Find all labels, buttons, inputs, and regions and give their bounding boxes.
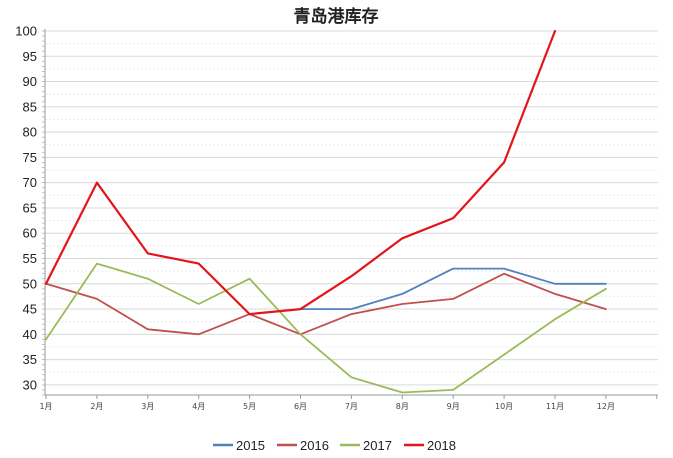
chart-title: 青岛港库存 (294, 6, 379, 27)
y-tick-label: 35 (23, 352, 37, 367)
series-lines (44, 29, 607, 394)
y-tick-label: 50 (23, 276, 37, 291)
x-tick-label: 4月 (192, 402, 205, 411)
x-tick-label: 8月 (396, 402, 409, 411)
x-tick-label: 9月 (447, 402, 460, 411)
y-tick-label: 90 (23, 74, 37, 89)
x-tick-label: 5月 (243, 402, 256, 411)
y-tick-label: 30 (23, 377, 37, 392)
series-line-2018 (44, 29, 557, 316)
x-tick-label: 1月 (39, 402, 52, 411)
x-tick-label: 3月 (141, 402, 154, 411)
series-line-2015 (299, 267, 607, 310)
x-tick-label: 2月 (90, 402, 103, 411)
y-tick-label: 65 (23, 200, 37, 215)
legend-label-2018: 2018 (427, 438, 456, 453)
y-axis-ticks: 30 35 40 45 50 55 60 65 70 75 80 85 90 95 100 (15, 24, 37, 393)
gridlines (45, 30, 658, 386)
y-tick-label: 40 (23, 327, 37, 342)
y-tick-label: 75 (23, 150, 37, 165)
legend-label-2017: 2017 (363, 438, 392, 453)
y-tick-label: 100 (15, 24, 37, 39)
y-tick-label: 95 (23, 49, 37, 64)
y-tick-label: 80 (23, 125, 37, 140)
y-tick-label: 60 (23, 226, 37, 241)
y-tick-label: 45 (23, 302, 37, 317)
y-tick-label: 85 (23, 99, 37, 114)
legend-label-2015: 2015 (236, 438, 265, 453)
axes (42, 29, 658, 399)
x-axis-ticks: 1月 2月 3月 4月 5月 6月 7月 8月 9月 10月 11月 12月 (39, 402, 615, 411)
series-line-2016 (45, 272, 607, 336)
x-tick-label: 6月 (294, 402, 307, 411)
x-tick-label: 11月 (546, 402, 564, 411)
x-tick-label: 12月 (597, 402, 615, 411)
x-tick-label: 10月 (495, 402, 513, 411)
legend-label-2016: 2016 (300, 438, 329, 453)
series-line-2017 (45, 262, 607, 394)
x-tick-label: 7月 (345, 402, 358, 411)
y-tick-label: 55 (23, 251, 37, 266)
y-tick-label: 70 (23, 175, 37, 190)
legend: 2015 2016 2017 2018 (213, 438, 456, 453)
